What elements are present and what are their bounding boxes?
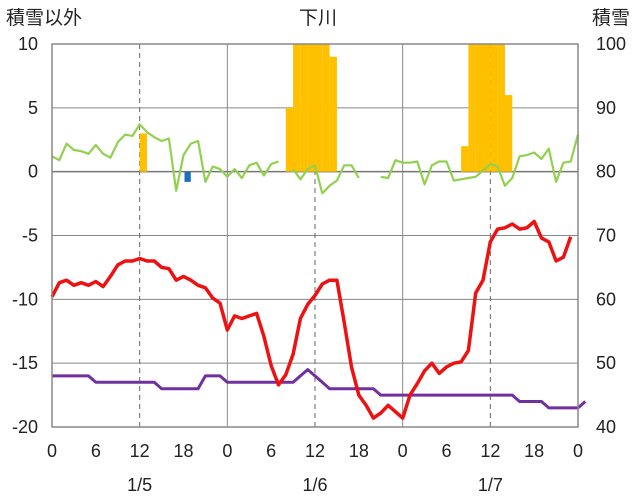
negative-bar [184, 171, 191, 182]
right-tick-label: 70 [596, 226, 616, 246]
precip-bar [490, 44, 498, 172]
x-tick-label: 6 [441, 441, 451, 461]
x-tick-label: 12 [130, 441, 150, 461]
x-tick-label: 6 [91, 441, 101, 461]
precip-bars [139, 44, 513, 182]
left-tick-label: -15 [12, 353, 38, 373]
right-tick-label: 90 [596, 98, 616, 118]
x-tick-label: 18 [524, 441, 544, 461]
precip-bar [504, 95, 513, 172]
temperature-line [50, 219, 573, 420]
x-tick-label: 0 [47, 441, 57, 461]
left-tick-label: 0 [28, 162, 38, 182]
left-tick-label: -10 [12, 289, 38, 309]
right-tick-label: 80 [596, 162, 616, 182]
snow_depth-line [52, 368, 587, 410]
precip-bar [468, 44, 476, 172]
x-tick-label: 18 [349, 441, 369, 461]
left-tick-label: 5 [28, 98, 38, 118]
precip-bar [307, 44, 315, 172]
left-tick-label: -5 [22, 226, 38, 246]
plot-frame [51, 43, 579, 428]
left-axis-label: 積雪以外 [6, 7, 82, 29]
precip-bar [497, 44, 505, 172]
precip-bar [293, 44, 301, 172]
precip-bar [483, 44, 491, 172]
x-tick-label: 0 [573, 441, 583, 461]
precip-bar [461, 146, 469, 172]
left-tick-label: 10 [18, 34, 38, 54]
precip-bar [329, 56, 337, 172]
right-axis-label: 積雪 [592, 7, 630, 29]
right-tick-label: 60 [596, 289, 616, 309]
precip-bar [285, 107, 294, 172]
x-tick-label: 18 [173, 441, 193, 461]
x-tick-label: 6 [266, 441, 276, 461]
day-label: 1/5 [127, 475, 152, 495]
x-tick-label: 12 [305, 441, 325, 461]
precip-bar [315, 44, 323, 172]
right-tick-label: 50 [596, 353, 616, 373]
left-tick-label: -20 [12, 417, 38, 437]
precip-bar [139, 133, 147, 172]
precip-bar [322, 44, 330, 172]
day-label: 1/6 [302, 475, 327, 495]
chart-title: 下川 [299, 8, 337, 29]
x-tick-label: 0 [222, 441, 232, 461]
right-tick-label: 40 [596, 417, 616, 437]
precip-bar [475, 44, 484, 172]
wind-line [51, 123, 580, 195]
right-tick-label: 100 [596, 34, 626, 54]
day-label: 1/7 [478, 475, 503, 495]
data-lines [50, 123, 587, 420]
x-tick-label: 0 [398, 441, 408, 461]
x-tick-label: 12 [480, 441, 500, 461]
precip-bar [300, 44, 308, 172]
